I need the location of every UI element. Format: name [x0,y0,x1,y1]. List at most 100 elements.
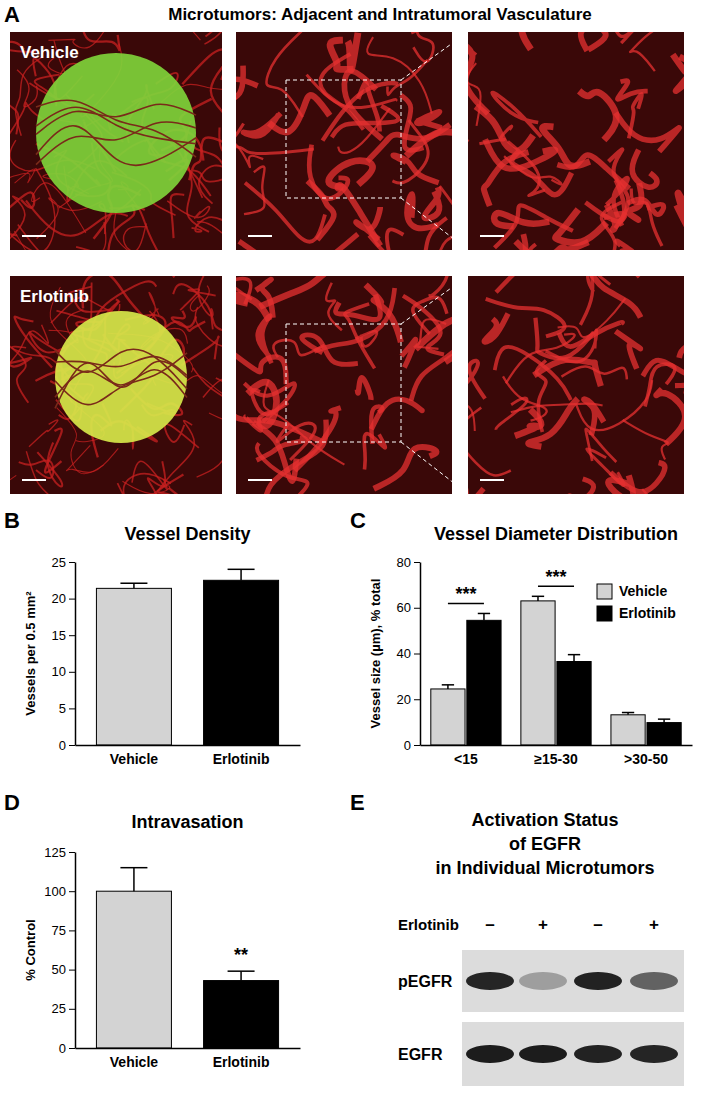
scale-bar [22,479,46,481]
vessel [165,424,199,448]
vessel [182,32,222,84]
plot-area [96,868,278,1048]
plot-area [431,596,681,745]
vessel [356,207,380,239]
vessel [239,241,294,250]
significance: *** [545,567,566,587]
vessel [484,313,508,342]
tick-label: 20 [52,591,66,606]
blot-band [466,972,514,990]
band-label: EGFR [398,1046,443,1063]
plot-area [96,569,278,745]
bar [647,723,681,745]
vessel [36,100,196,157]
tick: 50 [52,962,75,977]
microtumor [55,311,187,443]
bar-chart: CVessel Diameter Distribution020406080Ve… [350,508,693,767]
axis-line [76,745,301,747]
vessel [677,193,684,226]
y-axis: 020406080 [397,555,421,753]
vessel [610,463,664,492]
error-cap [442,684,454,686]
vessel [265,420,326,494]
x-axis: <15 ≥15-30 >30-50 [421,745,693,767]
tick: 15 [52,628,75,643]
tick: 20 [397,692,420,707]
blot-band [466,1045,514,1063]
tick: 0 [59,738,75,753]
vessel [604,205,625,230]
vessel [468,391,475,431]
vessel [137,276,174,277]
vessel [632,150,657,187]
vessel [29,420,58,447]
treatment-label: Erlotinib [398,916,459,933]
bar [467,620,501,745]
tick-label: 75 [52,923,66,938]
vessel [684,348,685,395]
vessel [656,389,684,444]
vessel [581,32,606,51]
vessel [579,91,616,140]
micrograph [10,32,222,250]
vessel [559,322,622,346]
error-stem [133,868,135,892]
vessel [323,83,398,141]
chart-title: Vessel Diameter Distribution [434,524,678,544]
lane-label: + [649,915,659,934]
vessel [468,91,469,147]
vessel [393,155,439,183]
vessel [417,112,442,128]
tick-mark [69,1009,75,1010]
scale-bar [248,235,272,237]
vessel [197,222,222,250]
bar [204,580,279,745]
vessel [496,276,535,292]
vessel [628,199,664,214]
zoom-box [286,324,401,442]
x-axis: VehicleErlotinib [76,745,301,767]
tick: 0 [59,1041,75,1056]
tick-label: >30-50 [624,751,668,767]
vessel [236,295,269,321]
vessel [55,361,187,408]
scale-bar [22,235,46,237]
vessel [236,66,258,98]
blot-band [574,1045,622,1063]
bar [557,662,591,745]
vessel [384,218,447,250]
tick: 125 [44,845,75,860]
tick: <15 [454,745,478,767]
tick: Vehicle [110,745,158,767]
panel-label: E [350,790,365,815]
tick-label: 25 [52,1001,66,1016]
error-bar [442,685,454,689]
vessel [258,316,272,364]
blot-strip [462,950,684,1012]
tick: 40 [397,646,420,661]
chart-title: Intravasation [131,812,243,832]
panel-label: D [4,790,20,815]
error-cap [228,970,255,972]
vessel [302,335,358,365]
vessel [584,399,604,435]
bar-chart: BVessel Density0510152025Vessels per 0.5… [4,508,301,767]
vessel [244,383,295,421]
band-label: pEGFR [398,973,453,990]
tick: ≥15-30 [534,745,578,767]
vessel [528,399,577,447]
panel-title: Activation Status [471,810,618,830]
vessel [515,409,541,435]
significance: ** [234,945,248,965]
vessel [364,434,385,470]
tick: 20 [52,591,75,606]
error-bar [568,655,580,662]
vessel [468,361,485,399]
error-cap [532,596,544,598]
vessel [329,161,373,188]
panel-title: of EGFR [509,834,581,854]
tick-label: 0 [59,738,66,753]
vessel [36,122,196,165]
vessel [236,354,286,385]
error-stem [483,613,485,620]
